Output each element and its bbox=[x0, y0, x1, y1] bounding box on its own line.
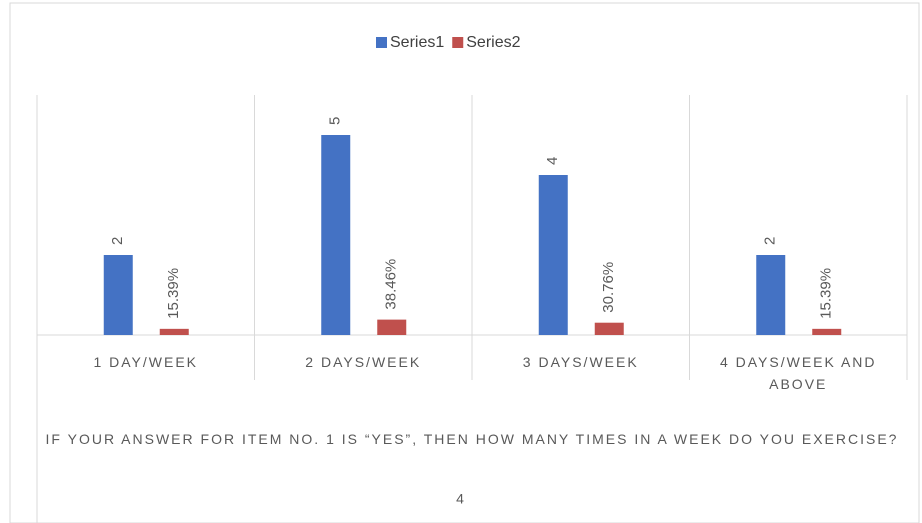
data-label: 15.39% bbox=[165, 268, 182, 319]
x-axis-title: IF YOUR ANSWER FOR ITEM NO. 1 IS “YES”, … bbox=[46, 431, 899, 447]
bar bbox=[756, 255, 786, 335]
x-tick-label: 2 DAYS/WEEK bbox=[305, 354, 421, 370]
x-tick-label: 1 DAY/WEEK bbox=[93, 354, 198, 370]
data-label: 2 bbox=[109, 237, 126, 245]
bar bbox=[103, 255, 133, 335]
bar bbox=[594, 322, 624, 335]
bar bbox=[321, 135, 351, 335]
x-tick-label: 4 DAYS/WEEK AND ABOVE bbox=[720, 354, 877, 392]
bar bbox=[377, 319, 407, 335]
data-label: 5 bbox=[327, 117, 344, 125]
data-label: 2 bbox=[762, 237, 779, 245]
bar bbox=[812, 328, 842, 335]
bar bbox=[159, 328, 189, 335]
legend-swatch bbox=[376, 37, 387, 48]
bar bbox=[538, 175, 568, 335]
legend-label: Series2 bbox=[466, 34, 520, 51]
data-label: 30.76% bbox=[600, 262, 617, 313]
data-label: 4 bbox=[544, 157, 561, 165]
x-tick-label: 3 DAYS/WEEK bbox=[523, 354, 639, 370]
data-label: 38.46% bbox=[383, 259, 400, 310]
legend-swatch bbox=[452, 37, 464, 48]
caption: 4 bbox=[456, 491, 466, 507]
data-label: 15.39% bbox=[818, 268, 835, 319]
legend-label: Series1 bbox=[390, 34, 444, 51]
chart-border bbox=[9, 2, 920, 523]
